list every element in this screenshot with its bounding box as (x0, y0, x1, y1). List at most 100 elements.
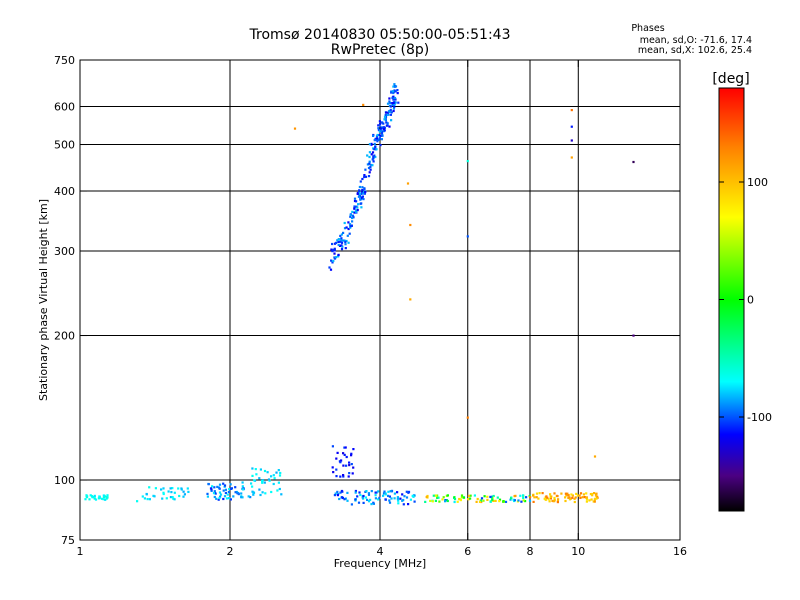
data-point-trace (337, 243, 340, 246)
data-point-cluster-2 (215, 497, 218, 500)
data-point-trace (359, 202, 362, 205)
data-point-cluster-3 (275, 471, 278, 474)
data-point-trace (396, 89, 399, 92)
data-point-cluster-7 (593, 492, 596, 495)
data-point-cluster-7 (579, 492, 583, 495)
data-point-trace (392, 107, 395, 110)
data-point-cluster-5 (361, 496, 364, 499)
data-point-cluster-7 (560, 492, 563, 495)
data-point-cluster-2 (216, 485, 219, 488)
data-point-cluster-4 (331, 466, 334, 469)
data-point-trace (338, 238, 341, 241)
data-point-cluster-7 (553, 492, 556, 495)
data-point-cluster-4 (344, 446, 347, 449)
data-point-cluster-7 (532, 500, 535, 503)
data-point-trace (368, 162, 371, 165)
data-point-trace (337, 240, 340, 243)
data-point-cluster-7 (581, 496, 584, 499)
data-point-cluster-1 (141, 495, 144, 498)
data-point-cluster-6 (486, 495, 489, 498)
data-point-cluster-3 (251, 467, 254, 470)
data-point-cluster-5 (402, 503, 405, 506)
data-point-cluster-4 (350, 452, 353, 455)
data-point-trace (344, 243, 347, 246)
data-point-cluster-1 (172, 497, 175, 500)
data-point-cluster-7 (541, 492, 544, 495)
data-point-trace (392, 109, 395, 113)
data-point-trace (392, 98, 395, 101)
data-point-cluster-5 (369, 498, 372, 501)
data-point-cluster-0 (93, 494, 96, 497)
data-point-trace (373, 154, 376, 157)
data-point-cluster-2 (219, 493, 223, 496)
data-point-cluster-5 (390, 489, 394, 492)
data-point-trace (371, 151, 375, 154)
data-point-cluster-1 (182, 490, 185, 493)
data-point-cluster-7 (579, 496, 582, 499)
data-point-cluster-5 (334, 492, 337, 495)
data-point-cluster-5 (393, 497, 396, 500)
data-point-outlier (593, 455, 597, 458)
data-point-trace (368, 160, 371, 163)
data-point-cluster-0 (102, 495, 106, 499)
data-point-trace (343, 221, 346, 225)
data-point-trace (340, 239, 343, 242)
data-point-cluster-4 (352, 466, 355, 469)
data-point-trace (386, 124, 389, 127)
data-point-trace (387, 113, 390, 116)
data-point-cluster-4 (335, 475, 338, 478)
data-point-trace (367, 166, 371, 170)
data-point-cluster-4 (336, 451, 339, 454)
data-point-cluster-7 (566, 492, 569, 495)
data-point-cluster-5 (338, 497, 341, 501)
data-point-trace (396, 92, 399, 95)
data-point-trace (361, 195, 364, 198)
data-point-cluster-6 (524, 500, 527, 503)
data-point-trace (351, 214, 355, 217)
data-point-cluster-2 (242, 487, 245, 490)
data-point-trace (389, 113, 392, 116)
data-point-outlier (570, 156, 573, 159)
data-point-cluster-0 (84, 498, 87, 501)
data-point-trace (349, 226, 352, 229)
data-point-trace (383, 129, 386, 132)
data-point-cluster-2 (241, 485, 244, 488)
data-point-cluster-7 (590, 498, 593, 501)
data-point-cluster-6 (492, 494, 495, 498)
data-point-trace (375, 148, 378, 151)
data-point-cluster-5 (365, 490, 368, 493)
data-point-cluster-7 (588, 499, 591, 502)
data-point-cluster-6 (469, 494, 472, 497)
data-point-cluster-6 (513, 495, 516, 498)
data-point-trace (373, 142, 376, 145)
data-point-cluster-2 (212, 492, 216, 495)
data-point-cluster-5 (374, 497, 377, 500)
data-point-cluster-3 (251, 474, 254, 477)
data-point-cluster-7 (537, 497, 540, 500)
data-point-cluster-3 (255, 473, 258, 476)
data-point-cluster-2 (240, 492, 243, 495)
data-point-cluster-2 (232, 495, 235, 498)
data-point-cluster-7 (550, 495, 553, 498)
data-point-cluster-4 (342, 452, 345, 455)
data-point-cluster-0 (91, 496, 94, 499)
data-point-cluster-4 (345, 455, 348, 459)
data-point-trace (357, 203, 360, 206)
data-point-trace (357, 195, 360, 198)
data-point-trace (380, 126, 383, 129)
data-point-cluster-0 (105, 497, 108, 500)
data-point-cluster-2 (241, 481, 244, 484)
data-point-cluster-2 (237, 492, 240, 495)
data-point-trace (380, 127, 383, 130)
data-point-trace (351, 220, 354, 223)
data-point-trace (344, 247, 347, 250)
data-point-trace (356, 192, 359, 195)
data-point-cluster-7 (585, 496, 588, 499)
data-point-cluster-4 (339, 461, 342, 464)
data-point-cluster-7 (592, 500, 595, 503)
data-point-cluster-2 (210, 488, 213, 491)
data-point-cluster-3 (251, 485, 254, 488)
data-point-cluster-7 (585, 500, 588, 503)
data-point-cluster-4 (345, 464, 348, 467)
data-point-trace (333, 249, 336, 252)
